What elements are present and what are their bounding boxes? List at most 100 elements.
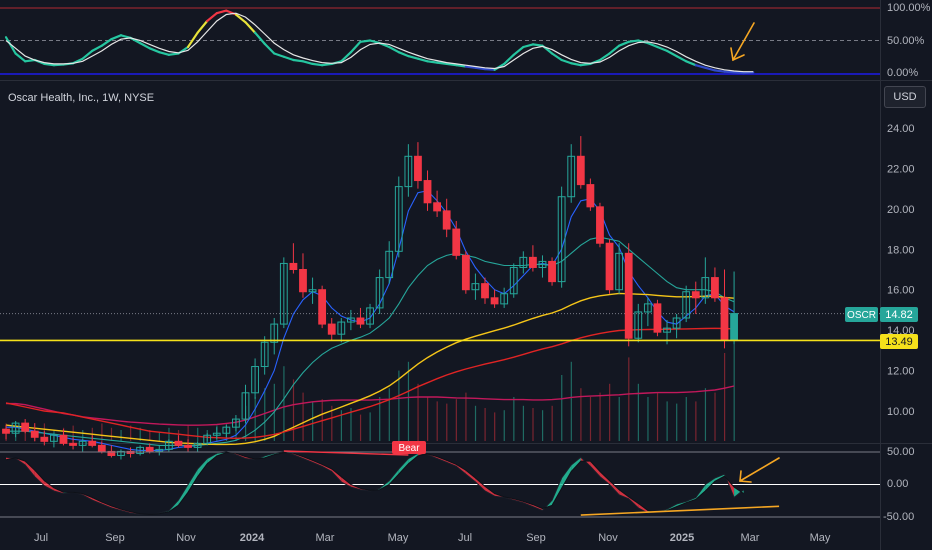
rsi-k-segment [570,62,582,67]
rsi-k-segment [550,52,563,62]
oscillator-fill [599,471,610,485]
volume-bar [24,425,26,441]
oscillator-panel: 50.00 0.00 -50.00 [0,446,915,523]
oscillator-fill [561,465,572,489]
rsi-k-segment [694,64,707,69]
candle-body [548,260,556,283]
candle-body [97,444,106,452]
time-tick-label: Sep [105,532,125,544]
rsi-k-segment [685,60,697,67]
volume-bar [503,410,505,441]
candle-body [375,277,384,309]
rsi-k-segment [704,66,717,72]
annotation-arrow-bottom [739,457,780,483]
volume-bar [388,388,390,441]
oscillator-fill [389,468,399,485]
volume-bar [714,392,716,441]
candle-body [50,434,58,442]
candle-body [663,327,671,333]
candle-body [605,242,614,291]
oscillator-fill [25,461,35,477]
volume-bar [494,412,496,441]
volume-ma-line [6,385,735,426]
rsi-k-segment [522,43,535,49]
rsi-k-segment [732,71,745,75]
rsi-k-segment [196,19,209,34]
volume-bar [551,405,553,441]
volume-bar [340,410,342,441]
rsi-k-segment [244,21,257,34]
volume-bar [666,401,668,441]
candle-body [145,446,154,452]
divergence-trendline [580,505,780,516]
rsi-k-segment [646,41,659,49]
candle-body [241,392,250,420]
rsi-k-segment [388,45,400,54]
candle-body [212,432,221,436]
volume-bar [292,379,295,441]
volume-bar [561,375,563,441]
candle-body [308,289,317,293]
rsi-k-segment [742,71,755,75]
rsi-k-segment [426,60,439,64]
volume-bar [350,408,352,441]
volume-bar [254,397,256,441]
rsi-k-segment [139,41,151,50]
time-tick-label: May [810,532,831,544]
oscillator-fill [341,476,351,488]
candle-body [414,155,422,182]
candle-body [107,450,116,456]
candle-body [69,442,77,446]
price-tick-label: 12.00 [887,366,915,378]
volume-bar [618,397,620,441]
oscillator-fill [705,478,715,491]
candle-body [481,283,489,299]
candle-body [576,155,585,186]
rsi-k-segment [234,13,247,24]
rsi-k-segment [618,40,630,47]
rsi-k-segment [436,61,448,66]
rsi-k-segment [206,12,218,23]
time-tick-label: Mar [741,532,760,544]
candle-body [30,430,39,438]
candle-body [174,440,183,446]
candle-body [78,440,87,446]
oscillator-fill [178,484,189,506]
rsi-k-segment [186,31,199,49]
candle-body [59,434,68,444]
rsi-k-segment [282,55,295,62]
volume-bar [637,383,639,441]
volume-bar [609,383,611,441]
oscillator-fill [590,461,600,477]
volume-bar [120,430,122,441]
candle-body [452,228,461,256]
time-tick-label: Jul [458,532,472,544]
volume-bar [101,423,103,441]
rsi-k-segment [474,66,487,71]
candle-body [299,269,307,293]
ma-long-line [5,327,735,440]
price-label-symbol: OSCR [847,310,876,321]
candle-body [557,196,566,283]
rsi-k-segment [263,42,276,55]
volume-bar [465,392,467,441]
rsi-k-segment [464,65,477,69]
oscillator-tick-label: -50.00 [883,511,914,523]
candle-body [711,277,719,299]
candle-body [490,297,499,305]
volume-bar [149,430,151,441]
time-tick-label: May [388,532,409,544]
currency-button[interactable]: USD [884,86,926,108]
bear-divergence-line [283,450,409,456]
candle-body [509,266,518,295]
candle-body [567,155,576,198]
candle-body [155,448,164,452]
candle-body [624,252,633,339]
candle-body [500,293,509,305]
rsi-k-segment [656,45,669,53]
rsi-k-segment [215,9,228,15]
time-tick-label: Nov [598,532,618,544]
volume-bar [676,403,678,441]
rsi-k-segment [167,52,180,56]
volume-bar [82,430,84,441]
